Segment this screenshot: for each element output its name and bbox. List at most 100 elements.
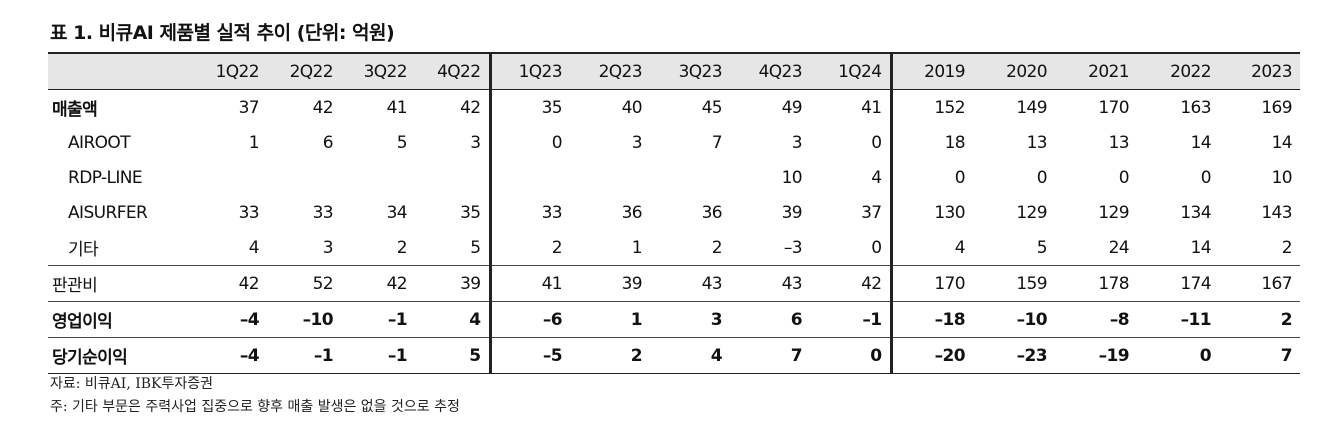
table-cell: 2 xyxy=(396,237,408,258)
column-header: 2022 xyxy=(1137,52,1219,90)
table-cell: 130 xyxy=(934,202,965,223)
table-cell: 41 xyxy=(386,97,408,118)
footnote: 자료: 비큐AI, IBK투자증권 xyxy=(50,376,214,392)
table-cell xyxy=(341,160,415,195)
table-cell: 33 xyxy=(541,202,563,223)
table-cell: 39 xyxy=(570,265,650,302)
table-cell: 24 xyxy=(1108,237,1130,258)
column-header: 2Q23 xyxy=(570,52,650,90)
table-cell: –1 xyxy=(341,337,415,374)
table-cell: 45 xyxy=(701,97,723,118)
table-cell: 42 xyxy=(193,265,267,302)
table-cell: 2 xyxy=(711,237,723,258)
table-row: 당기순이익 –4 –1 –1 5 –5 2 4 7 0 –20 –23 –19 0 7 xyxy=(48,337,1300,374)
table-cell: 3 xyxy=(322,237,334,258)
table-cell: 0 xyxy=(1118,167,1130,188)
table-body: 매출액 37 42 41 42 35 40 45 49 41 152 149 170 163 169 AIRO… xyxy=(48,89,1300,374)
table-cell: 152 xyxy=(934,97,965,118)
table-cell: 5 xyxy=(415,230,492,266)
table-cell: 169 xyxy=(1261,97,1292,118)
table-cell: 5 xyxy=(1036,237,1048,258)
table-cell: 0 xyxy=(1036,167,1048,188)
table-cell: 42 xyxy=(312,97,334,118)
column-header: 2021 xyxy=(1055,52,1137,90)
table-cell: 43 xyxy=(650,265,730,302)
table-cell: –23 xyxy=(973,337,1055,374)
table-cell: 170 xyxy=(1098,97,1129,118)
table-cell: 149 xyxy=(1016,97,1047,118)
table-cell: 14 xyxy=(1271,132,1293,153)
table-cell: –18 xyxy=(891,301,973,338)
table-cell: 3 xyxy=(631,132,643,153)
table-cell: 0 xyxy=(810,125,893,160)
table-cell xyxy=(650,160,730,195)
table-cell: 6 xyxy=(322,132,334,153)
row-label: 영업이익 xyxy=(48,301,193,338)
table-cell: 10 xyxy=(781,167,803,188)
table-cell: 1 xyxy=(570,301,650,338)
table-cell: 163 xyxy=(1180,97,1211,118)
data-table: 1Q22 2Q22 3Q22 4Q22 1Q23 2Q23 3Q23 4Q23 1Q24 2019… xyxy=(48,52,1300,374)
table-cell: 36 xyxy=(701,202,723,223)
table-title: 표 1. 비큐AI 제품별 실적 추이 (단위: 억원) xyxy=(50,22,395,44)
table-cell: 41 xyxy=(490,265,570,302)
table-cell: 52 xyxy=(267,265,341,302)
table-cell: –8 xyxy=(1055,301,1137,338)
table-cell: 143 xyxy=(1261,202,1292,223)
table-cell: 40 xyxy=(621,97,643,118)
column-header: 1Q23 xyxy=(490,52,570,90)
row-label: 판관비 xyxy=(48,265,193,302)
table-cell: 2 xyxy=(551,237,563,258)
table-cell: –11 xyxy=(1137,301,1219,338)
table-cell: 43 xyxy=(730,265,810,302)
table-cell: 5 xyxy=(415,337,492,374)
table-cell: 4 xyxy=(248,237,260,258)
table-cell: 3 xyxy=(791,132,803,153)
table-cell: –10 xyxy=(973,301,1055,338)
table-cell: 13 xyxy=(1108,132,1130,153)
table-cell: 178 xyxy=(1055,265,1137,302)
table-cell: 7 xyxy=(730,337,810,374)
table-cell: –1 xyxy=(810,301,893,338)
table-cell: 14 xyxy=(1190,237,1212,258)
table-cell: 1 xyxy=(631,237,643,258)
table-cell: 2 xyxy=(570,337,650,374)
table-cell: –1 xyxy=(267,337,341,374)
table-cell: 18 xyxy=(944,132,966,153)
table-cell: 1 xyxy=(248,132,260,153)
column-header: 2Q22 xyxy=(267,52,341,90)
table-cell: 39 xyxy=(415,265,492,302)
row-label: AISURFER xyxy=(68,202,148,223)
table-cell: 14 xyxy=(1190,132,1212,153)
table-cell: 42 xyxy=(415,89,492,125)
footnote: 주: 기타 부문은 주력사업 집중으로 향후 매출 발생은 없을 것으로 추정 xyxy=(50,399,460,415)
table-cell: 129 xyxy=(1098,202,1129,223)
table-cell: –4 xyxy=(193,301,267,338)
table-cell xyxy=(193,160,267,195)
table-cell: 0 xyxy=(810,230,893,266)
table-cell: 0 xyxy=(551,132,563,153)
table-cell: 34 xyxy=(386,202,408,223)
table-cell: 2 xyxy=(1281,237,1293,258)
table-row: 기타 4 3 2 5 2 1 2 –3 0 4 5 24 14 2 xyxy=(48,230,1300,266)
table-cell: 33 xyxy=(238,202,260,223)
column-header: 2020 xyxy=(973,52,1055,90)
table-cell: 134 xyxy=(1180,202,1211,223)
table-cell xyxy=(415,160,492,195)
table-cell: –3 xyxy=(783,237,803,258)
table-cell: 4 xyxy=(415,301,492,338)
table-cell: –1 xyxy=(341,301,415,338)
table-row: 영업이익 –4 –10 –1 4 –6 1 3 6 –1 –18 –10 –8 –11 2 xyxy=(48,301,1300,338)
column-header: 2023 xyxy=(1219,52,1300,90)
table-row: AISURFER 33 33 34 35 33 36 36 39 37 130 129 129 134 14… xyxy=(48,195,1300,230)
table-cell xyxy=(267,160,341,195)
table-cell: 42 xyxy=(341,265,415,302)
column-header: 4Q22 xyxy=(415,52,492,90)
table-cell: 0 xyxy=(810,337,893,374)
table-cell: 159 xyxy=(973,265,1055,302)
table-cell: –20 xyxy=(891,337,973,374)
table-cell: 4 xyxy=(954,237,966,258)
table-cell: 129 xyxy=(1016,202,1047,223)
table-row: AIROOT 1 6 5 3 0 3 7 3 0 18 13 13 14 14 xyxy=(48,125,1300,160)
